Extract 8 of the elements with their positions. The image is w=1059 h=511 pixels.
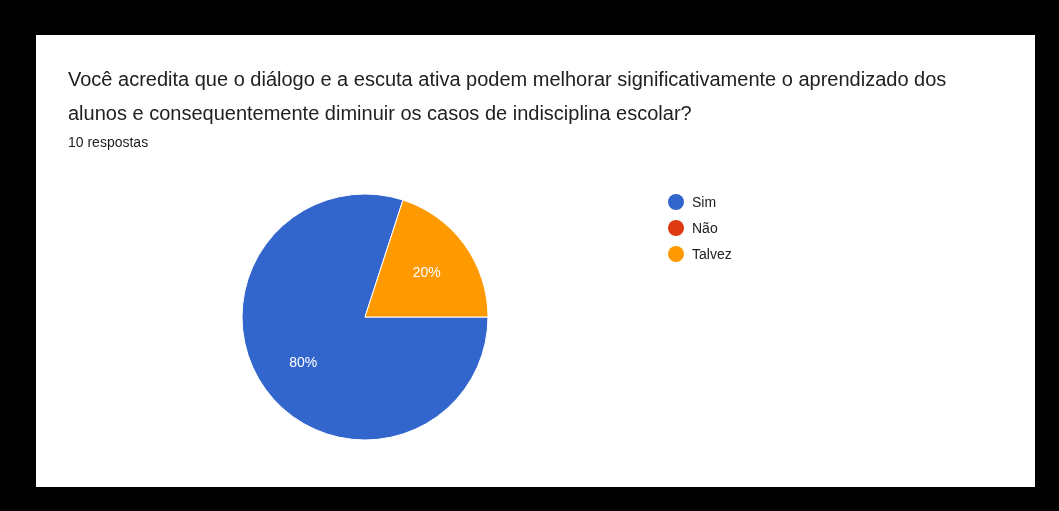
legend-label: Talvez [692, 245, 732, 262]
legend-label: Sim [692, 193, 717, 210]
legend-label: Não [692, 219, 718, 236]
data-label: 80% [289, 353, 318, 370]
text: 10 respostas [68, 134, 149, 150]
data-label: 20% [412, 264, 441, 281]
chart-title: Você acredita que o diálogo e a escuta ativa podem melhorar significativamente o aprendizado dos alunos e consequentemente diminuir os casos de indisciplina escolar? [68, 68, 947, 124]
pie-slice [241, 193, 489, 441]
